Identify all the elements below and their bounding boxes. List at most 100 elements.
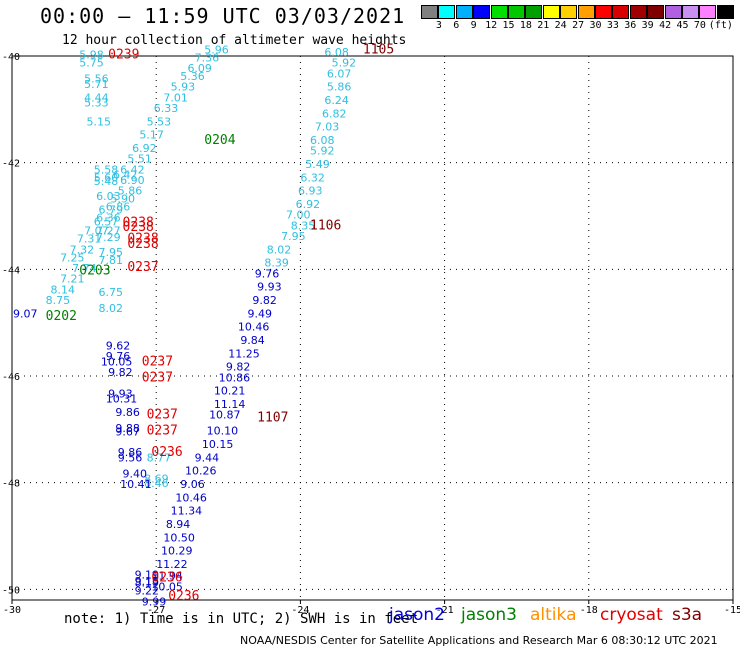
wave-height-value: 8.02 [99, 302, 124, 315]
note-text: note: 1) Time is in UTC; 2) SWH is in fe… [64, 611, 419, 627]
wave-height-value: 8.02 [267, 243, 292, 256]
wave-height-value: 4.44 [84, 91, 109, 104]
wave-height-value: 10.10 [207, 425, 239, 438]
wave-height-value: 5.15 [87, 115, 112, 128]
legend-swatch [682, 5, 699, 19]
legend-swatch [508, 5, 525, 19]
track-time-label: 0236 [151, 445, 182, 460]
wave-height-value: 6.57 [94, 216, 119, 229]
wave-height-value: 9.82 [108, 366, 133, 379]
track-time-label: 0204 [204, 133, 235, 148]
legend-swatch [577, 5, 595, 19]
wave-height-value: 11.34 [171, 505, 203, 518]
wave-height-value: 9.76 [106, 350, 131, 363]
wave-height-value: 9.88 [115, 422, 139, 435]
wave-height-value: 5.71 [84, 78, 109, 91]
wave-height-value: 7.27 [96, 225, 121, 238]
wave-height-value: 6.90 [120, 174, 144, 187]
wave-height-value: 10.87 [209, 409, 241, 422]
track-time-label: 0238 [127, 237, 158, 252]
wave-height-value: 6.03 [96, 190, 121, 203]
wave-height-value: 6.32 [300, 171, 325, 184]
wave-height-value: 9.15 [135, 575, 160, 588]
legend-swatch [716, 5, 734, 19]
wave-height-value: 10.46 [175, 491, 207, 504]
longitude-tick-label: -27 [147, 605, 165, 616]
longitude-tick-label: -24 [291, 605, 309, 616]
legend-label: 33 [606, 20, 619, 31]
satellite-jason3: jason3 [461, 605, 517, 625]
track-time-label: 1106 [310, 218, 341, 233]
wave-height-value: 9.86 [115, 406, 139, 419]
legend-swatch [525, 5, 543, 19]
satellite-jason2: jason2 [389, 605, 445, 625]
wave-height-value: 6.42 [120, 163, 144, 176]
wave-height-value: 11.14 [214, 398, 246, 411]
longitude-tick-label: -30 [3, 605, 21, 616]
legend-label: 27 [572, 20, 585, 31]
wave-height-value: 8.39 [264, 257, 289, 270]
legend-swatch [438, 5, 456, 19]
track-time-label: 0237 [147, 424, 178, 439]
longitude-tick-label: -18 [580, 605, 598, 616]
legend-label: 36 [624, 20, 637, 31]
track-time-label: 0237 [142, 354, 173, 369]
legend-swatch [473, 5, 491, 19]
wave-height-value: 9.82 [226, 361, 251, 374]
wave-height-value: 10.15 [202, 438, 234, 451]
legend-swatch [699, 5, 717, 19]
wave-height-value: 10.86 [219, 371, 251, 384]
track-time-label: 0236 [151, 570, 182, 585]
wave-height-value: 6.07 [327, 67, 352, 80]
wave-height-value: 9.84 [240, 334, 264, 347]
wave-height-value: 5.58 [94, 163, 119, 176]
wave-height-value: 6.36 [96, 211, 121, 224]
track-time-label: 0203 [79, 264, 110, 279]
footer-credit: NOAA/NESDIS Center for Satellite Applica… [240, 634, 718, 647]
wave-height-value: 10.26 [185, 465, 217, 478]
wave-height-value: 6.33 [154, 102, 179, 115]
wave-height-value: 6.86 [106, 201, 131, 214]
track-time-label: 0237 [147, 408, 178, 423]
wave-height-value: 7.95 [99, 246, 124, 259]
legend-label: 15 [502, 20, 515, 31]
track-time-label: 0238 [123, 216, 154, 231]
wave-height-value: 5.53 [147, 115, 172, 128]
track-time-label: 1107 [257, 410, 288, 425]
wave-height-value: 5.56 [84, 73, 109, 86]
wave-height-value: 7.21 [60, 273, 85, 286]
wave-height-value: 9.82 [252, 294, 276, 307]
wave-height-value: 5.60 [94, 171, 119, 184]
wave-height-value: 7.07 [84, 225, 109, 238]
wave-height-value: 9.40 [123, 467, 148, 480]
wave-height-value: 10.50 [163, 531, 195, 544]
wave-height-value: 10.41 [120, 478, 151, 491]
wave-height-value: 7.00 [286, 209, 311, 222]
wave-height-value: 5.93 [171, 81, 196, 94]
wave-height-value: 5.48 [94, 175, 119, 188]
wave-height-value: 7.95 [281, 230, 306, 243]
wave-height-value: 6.75 [99, 286, 124, 299]
wave-height-value: 5.51 [127, 153, 152, 166]
wave-height-value: 7.31 [77, 233, 102, 246]
legend-swatch [542, 5, 560, 19]
wave-height-value: 8.46 [144, 477, 169, 490]
wave-height-value: 5.36 [180, 70, 205, 83]
wave-height-value: 5.17 [139, 129, 164, 142]
satellite-altika: altika [530, 605, 577, 625]
wave-height-value: 9.49 [248, 307, 273, 320]
wave-height-value: 5.86 [118, 185, 143, 198]
wave-height-value: 6.24 [324, 94, 349, 107]
legend-label: (ft) [708, 20, 733, 31]
wave-height-value: 6.42 [113, 169, 138, 182]
wave-height-value: 5.92 [332, 57, 357, 70]
latitude-tick-label: -46 [2, 372, 20, 383]
legend-label: 3 [435, 20, 442, 31]
track-time-label: 0237 [142, 370, 173, 385]
latitude-tick-label: -42 [2, 159, 20, 170]
wave-height-value: 10.29 [161, 545, 193, 558]
wave-height-value: 5.86 [327, 81, 352, 94]
latitude-tick-label: -40 [2, 52, 20, 63]
wave-height-value: 5.96 [204, 43, 229, 56]
